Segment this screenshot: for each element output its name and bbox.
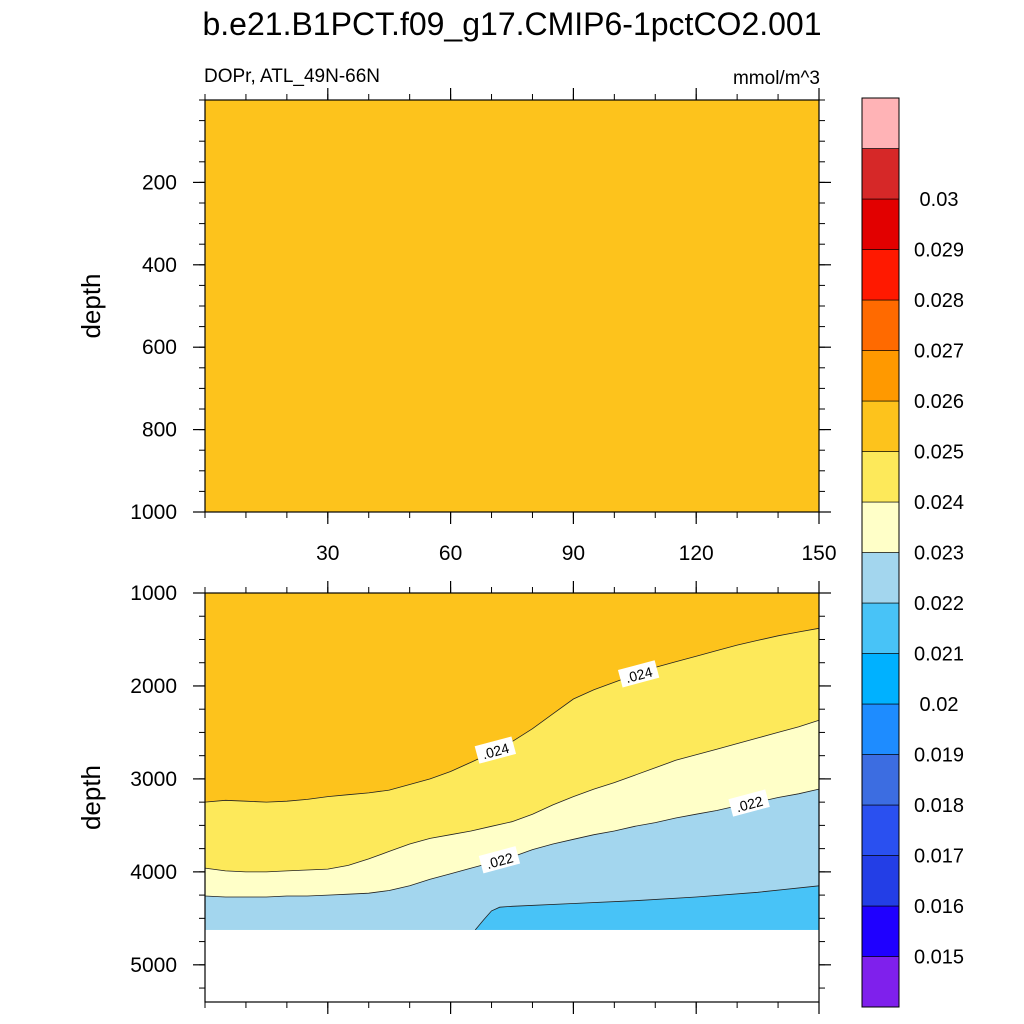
lower-y-tick-label: 2000 <box>130 675 177 698</box>
upper-y-tick-label: 1000 <box>130 501 177 524</box>
colorbar-label: 0.025 <box>914 442 964 464</box>
colorbar-swatch <box>861 855 900 907</box>
colorbar-swatch <box>861 97 900 149</box>
colorbar-label: 0.024 <box>914 492 964 514</box>
upper-x-tick-label: 150 <box>801 542 836 565</box>
contour-line-023 <box>204 719 820 873</box>
lower-y-tick-label: 5000 <box>130 954 177 977</box>
colorbar-label: 0.026 <box>914 391 964 413</box>
colorbar-label: 0.022 <box>914 593 964 615</box>
upper-y-tick-label: 200 <box>142 171 177 194</box>
colorbar-label: 0.018 <box>914 795 964 817</box>
upper-y-axis-label: depth <box>76 273 106 338</box>
contour-label-box <box>474 736 517 764</box>
upper-x-tick-label: 60 <box>439 542 462 565</box>
colorbar-swatch <box>861 451 900 503</box>
colorbar-label: 0.029 <box>914 240 964 262</box>
upper-y-tick-label: 400 <box>142 254 177 277</box>
colorbar-label: 0.016 <box>914 896 964 918</box>
colorbar-swatch <box>861 602 900 654</box>
lower-y-tick-label: 1000 <box>130 582 177 605</box>
contour-label-text: .024 <box>624 663 655 686</box>
contour-label-text: .022 <box>734 793 765 816</box>
colorbar-label: 0.015 <box>914 947 964 969</box>
band-0020-0021 <box>475 885 819 930</box>
upper-x-tick-label: 90 <box>562 542 585 565</box>
contour-label: .024 <box>617 660 660 688</box>
colorbar-swatch <box>861 956 900 1008</box>
contour-label: .022 <box>478 846 521 874</box>
colorbar-swatch <box>861 400 900 452</box>
colorbar-swatch <box>861 350 900 402</box>
contour-label-box <box>728 789 770 817</box>
contour-label-box <box>617 660 660 688</box>
colorbar-swatch <box>861 501 900 553</box>
colorbar-swatch <box>861 198 900 250</box>
upper-x-tick-label: 120 <box>679 542 714 565</box>
upper-x-tick-label: 30 <box>316 542 339 565</box>
contour-line-021 <box>474 885 820 931</box>
lower-frame <box>204 592 820 1003</box>
colorbar-label: 0.017 <box>914 846 964 868</box>
contour-label-text: .022 <box>484 849 515 872</box>
lower-y-axis-label: depth <box>76 765 106 830</box>
colorbar-label: 0.023 <box>914 543 964 565</box>
lower-y-tick-label: 3000 <box>130 768 177 791</box>
lower-panel: .024 .024 .022 .022 1000 2000 3000 4000 5000 dept… <box>76 581 831 1014</box>
colorbar-swatch <box>861 653 900 705</box>
colorbar-swatch <box>861 804 900 856</box>
colorbar-label: 0.03 <box>920 189 959 211</box>
colorbar-frame <box>861 97 900 1008</box>
colorbar-swatch <box>861 905 900 957</box>
colorbar: 0.015 0.016 0.017 0.018 0.019 0.02 0.021 0.022 0… <box>861 97 964 1008</box>
colorbar-swatch <box>861 299 900 351</box>
colorbar-swatch <box>861 552 900 604</box>
colorbar-label: 0.021 <box>914 644 964 666</box>
upper-y-tick-label: 800 <box>142 419 177 442</box>
colorbar-label: 0.019 <box>914 745 964 767</box>
colorbar-swatch <box>861 148 900 200</box>
lower-y-tick-label: 4000 <box>130 861 177 884</box>
figure-title: b.e21.B1PCT.f09_g17.CMIP6-1pctCO2.001 <box>202 6 821 42</box>
missing-data-region <box>205 929 819 1002</box>
upper-panel: 30 60 90 120 150 200 400 600 800 1000 depth <box>76 88 837 565</box>
colorbar-swatch <box>861 754 900 806</box>
colorbar-swatch <box>861 703 900 755</box>
upper-y-tick-label: 600 <box>142 336 177 359</box>
colorbar-label: 0.02 <box>920 694 959 716</box>
variable-label: DOPr, ATL_49N-66N <box>204 66 380 87</box>
upper-fill-region <box>205 100 819 512</box>
contour-label-box <box>478 846 521 874</box>
colorbar-label: 0.027 <box>914 341 964 363</box>
units-label: mmol/m^3 <box>733 68 820 89</box>
colorbar-label: 0.028 <box>914 290 964 312</box>
colorbar-swatch <box>861 249 900 301</box>
contour-label-text: .024 <box>480 740 511 763</box>
contour-label: .022 <box>728 789 770 817</box>
contour-label: .024 <box>474 736 517 764</box>
